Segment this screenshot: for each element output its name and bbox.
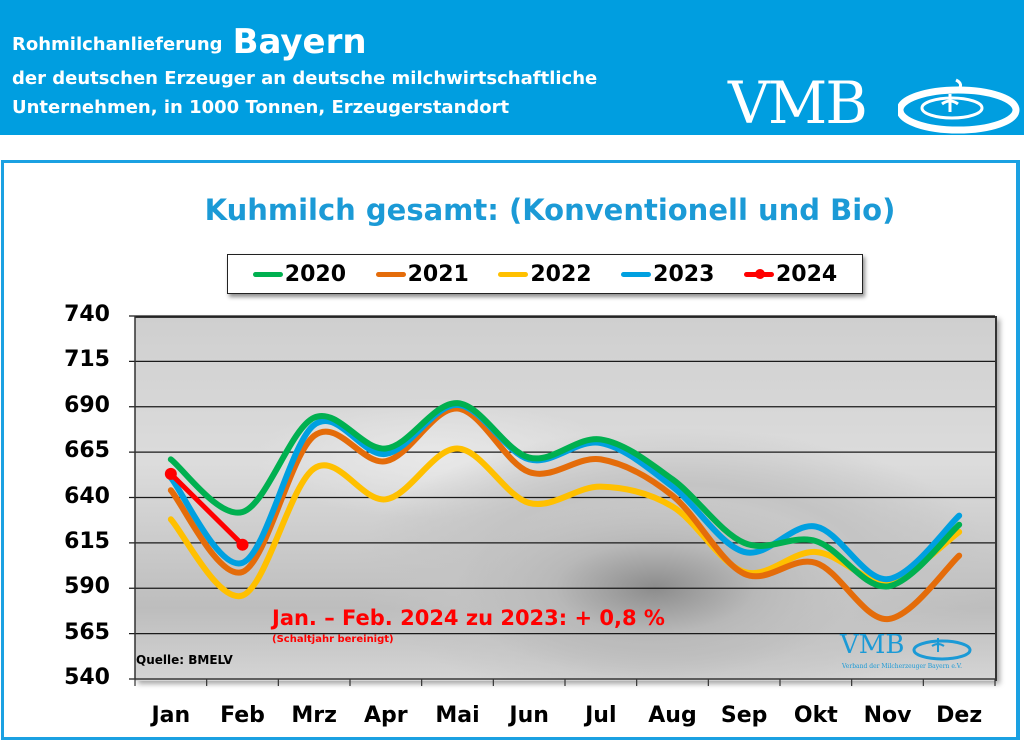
- chart-title: Kuhmilch gesamt: (Konventionell und Bio): [204, 193, 896, 227]
- legend-swatch: [743, 268, 774, 279]
- legend-swatch: [498, 271, 529, 277]
- annotation-change: Jan. – Feb. 2024 zu 2023: + 0,8 %: [272, 606, 665, 630]
- series-line-2023: [167, 401, 963, 583]
- x-tick-label: Jun: [509, 703, 549, 728]
- x-tick-label: Okt: [793, 703, 838, 728]
- x-tick-label: Nov: [863, 703, 912, 728]
- legend-marker-icon: [754, 268, 765, 279]
- chart-frame: [1, 160, 1020, 740]
- x-tick-label: Jul: [585, 703, 617, 728]
- title-region: Bayern: [232, 22, 367, 62]
- x-tick-label: Aug: [648, 703, 697, 728]
- x-tick-label: Feb: [220, 703, 265, 728]
- header-title: Rohmilchanlieferung Bayern: [12, 22, 367, 62]
- x-tick-label: Mai: [435, 703, 480, 728]
- chart-legend: 2020 2021 2022 2023 2024: [227, 254, 863, 294]
- legend-item-2022: 2022: [498, 262, 592, 287]
- y-tick-label: 540: [64, 665, 110, 690]
- y-tick-label: 565: [64, 619, 110, 645]
- series-line-2022: [167, 445, 963, 600]
- legend-swatch: [621, 271, 652, 277]
- x-tick-label: Sep: [720, 703, 768, 728]
- header-subtitle-line2: Unternehmen, in 1000 Tonnen, Erzeugersta…: [12, 97, 510, 118]
- source-label: Quelle: BMELV: [136, 653, 233, 667]
- x-tick-label: Dez: [936, 703, 983, 728]
- series-line-2021: [167, 405, 963, 623]
- y-tick-label: 715: [64, 347, 110, 373]
- y-tick-label: 740: [64, 302, 110, 327]
- vmb-swirl-icon: [898, 78, 1020, 134]
- x-tick-label: Mrz: [291, 703, 337, 728]
- series-line-2020: [167, 400, 963, 590]
- y-tick-label: 665: [64, 438, 110, 464]
- data-point-marker: [164, 467, 177, 480]
- legend-swatch: [252, 271, 283, 277]
- y-tick-label: 640: [64, 483, 110, 509]
- vmb-logo: VMB: [728, 69, 868, 137]
- title-prefix: Rohmilchanlieferung: [12, 34, 223, 55]
- legend-item-2023: 2023: [621, 262, 714, 287]
- watermark-subtext: Verband der Milcherzeuger Bayern e.V.: [842, 663, 962, 670]
- header-banner: Rohmilchanlieferung Bayern der deutschen …: [0, 0, 1024, 135]
- y-tick-label: 690: [64, 392, 110, 418]
- legend-item-2020: 2020: [252, 262, 346, 287]
- x-tick-label: Jan: [151, 703, 191, 728]
- x-tick-label: Apr: [364, 703, 408, 728]
- legend-item-2021: 2021: [375, 262, 469, 287]
- header-subtitle-line1: der deutschen Erzeuger an deutsche milch…: [12, 68, 598, 89]
- watermark-logo: VMB: [840, 630, 905, 660]
- annotation-note: (Schaltjahr bereinigt): [272, 634, 394, 645]
- data-point-marker: [236, 538, 249, 551]
- y-tick-label: 590: [64, 574, 110, 600]
- legend-item-2024: 2024: [743, 262, 837, 287]
- watermark-swirl-icon: [912, 638, 972, 661]
- series-line-2024: [168, 471, 245, 548]
- y-tick-label: 615: [64, 528, 110, 554]
- legend-swatch: [375, 271, 406, 277]
